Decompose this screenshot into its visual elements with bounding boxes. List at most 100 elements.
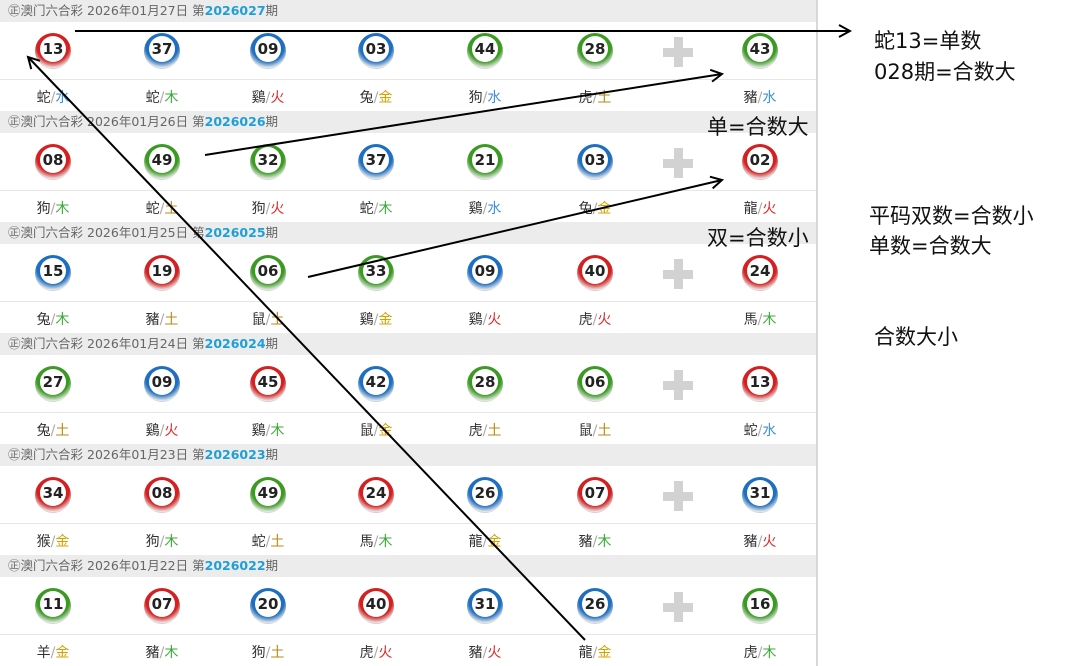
number-ball[interactable]: 37 — [144, 33, 180, 69]
special-ball[interactable]: 43 — [742, 33, 778, 69]
number-ball[interactable]: 24 — [358, 477, 394, 513]
issue-suffix: 期 — [265, 114, 279, 129]
zodiac: 狗 — [251, 201, 266, 217]
note-flat-even: 平码双数=合数小 — [869, 204, 1034, 228]
element: 木 — [762, 312, 777, 328]
zodiac-element-label: 虎/火 — [579, 309, 612, 329]
separator: / — [159, 645, 165, 661]
separator: / — [482, 534, 488, 550]
element: 火 — [597, 312, 612, 328]
element: 土 — [270, 645, 285, 661]
special-ball[interactable]: 02 — [742, 144, 778, 180]
number-ball[interactable]: 37 — [358, 144, 394, 180]
number-ball[interactable]: 03 — [358, 33, 394, 69]
number-ball[interactable]: 15 — [35, 255, 71, 291]
number-ball[interactable]: 34 — [35, 477, 71, 513]
ball-number: 31 — [472, 591, 498, 617]
element: 金 — [55, 534, 70, 550]
number-ball[interactable]: 27 — [35, 366, 71, 402]
plus-icon — [663, 370, 693, 400]
number-ball[interactable]: 09 — [144, 366, 180, 402]
element: 金 — [597, 201, 612, 217]
separator: / — [265, 90, 271, 106]
separator: / — [265, 201, 271, 217]
separator: / — [757, 534, 763, 550]
number-ball[interactable]: 31 — [467, 588, 503, 624]
issue-number: 2026023 — [204, 447, 266, 462]
special-ball[interactable]: 13 — [742, 366, 778, 402]
number-ball[interactable]: 44 — [467, 33, 503, 69]
ball-number: 15 — [40, 258, 66, 284]
number-ball[interactable]: 13 — [35, 33, 71, 69]
zodiac-element-label: 虎/木 — [744, 642, 777, 662]
zodiac-row: 兔/木 豬/土 鼠/土 鷄/金 鷄/火 虎/火 馬/木 — [0, 302, 816, 333]
ball-number: 07 — [582, 480, 608, 506]
number-ball[interactable]: 40 — [577, 255, 613, 291]
number-ball[interactable]: 08 — [144, 477, 180, 513]
separator: / — [757, 645, 763, 661]
number-ball[interactable]: 45 — [250, 366, 286, 402]
zodiac-element-label: 龍/金 — [579, 642, 612, 662]
number-ball[interactable]: 26 — [467, 477, 503, 513]
ball-number: 43 — [747, 36, 773, 62]
number-ball[interactable]: 21 — [467, 144, 503, 180]
lottery-name: 澳门六合彩 — [20, 114, 84, 129]
separator: / — [50, 312, 56, 328]
ball-number: 40 — [582, 258, 608, 284]
zodiac: 龍 — [743, 201, 758, 217]
zheng-circle-icon: ㊣ — [8, 447, 21, 462]
special-ball[interactable]: 24 — [742, 255, 778, 291]
number-ball[interactable]: 49 — [144, 144, 180, 180]
ball-row: 08 49 32 37 21 03 02 — [0, 133, 816, 191]
separator: / — [159, 312, 165, 328]
zodiac-element-label: 狗/木 — [146, 531, 179, 551]
number-ball[interactable]: 49 — [250, 477, 286, 513]
zodiac: 龍 — [578, 645, 593, 661]
number-ball[interactable]: 07 — [144, 588, 180, 624]
zodiac: 兔 — [36, 312, 51, 328]
special-ball[interactable]: 31 — [742, 477, 778, 513]
number-ball[interactable]: 07 — [577, 477, 613, 513]
zodiac: 蛇 — [359, 201, 374, 217]
lottery-name: 澳门六合彩 — [20, 558, 84, 573]
number-ball[interactable]: 40 — [358, 588, 394, 624]
separator: / — [50, 534, 56, 550]
draw-header: ㊣澳门六合彩 2026年01月25日 第2026025期 — [0, 222, 816, 244]
separator: / — [159, 90, 165, 106]
number-ball[interactable]: 32 — [250, 144, 286, 180]
ball-number: 20 — [255, 591, 281, 617]
draw-header: ㊣澳门六合彩 2026年01月24日 第2026024期 — [0, 333, 816, 355]
draw-block: ㊣澳门六合彩 2026年01月26日 第2026026期 08 49 32 37 21 03… — [0, 111, 816, 222]
separator: / — [265, 312, 271, 328]
draw-block: ㊣澳门六合彩 2026年01月24日 第2026024期 27 09 45 42 28 06… — [0, 333, 816, 444]
number-ball[interactable]: 19 — [144, 255, 180, 291]
zodiac: 虎 — [359, 645, 374, 661]
issue-number: 2026025 — [204, 225, 266, 240]
zodiac-element-label: 狗/土 — [252, 642, 285, 662]
number-ball[interactable]: 08 — [35, 144, 71, 180]
separator: / — [592, 645, 598, 661]
number-ball[interactable]: 28 — [577, 33, 613, 69]
number-ball[interactable]: 11 — [35, 588, 71, 624]
issue-prefix: 第 — [192, 3, 205, 18]
number-ball[interactable]: 09 — [250, 33, 286, 69]
number-ball[interactable]: 09 — [467, 255, 503, 291]
element: 土 — [487, 423, 502, 439]
number-ball[interactable]: 28 — [467, 366, 503, 402]
number-ball[interactable]: 03 — [577, 144, 613, 180]
number-ball[interactable]: 20 — [250, 588, 286, 624]
ball-number: 09 — [149, 369, 175, 395]
zodiac-element-label: 虎/土 — [469, 420, 502, 440]
number-ball[interactable]: 06 — [250, 255, 286, 291]
zodiac: 蛇 — [145, 90, 160, 106]
issue-suffix: 期 — [265, 558, 279, 573]
separator: / — [592, 90, 598, 106]
special-ball[interactable]: 16 — [742, 588, 778, 624]
number-ball[interactable]: 42 — [358, 366, 394, 402]
ball-number: 34 — [40, 480, 66, 506]
zodiac-row: 猴/金 狗/木 蛇/土 馬/木 龍/金 豬/木 豬/火 — [0, 524, 816, 555]
number-ball[interactable]: 06 — [577, 366, 613, 402]
number-ball[interactable]: 26 — [577, 588, 613, 624]
zodiac-element-label: 狗/木 — [37, 198, 70, 218]
zodiac: 馬 — [359, 534, 374, 550]
